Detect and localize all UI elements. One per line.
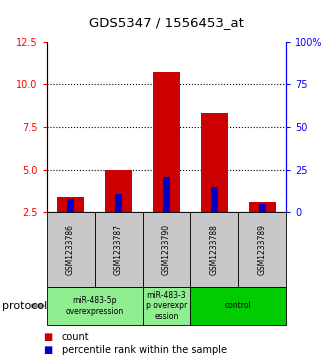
Text: GSM1233787: GSM1233787 — [114, 224, 123, 275]
Text: GSM1233786: GSM1233786 — [66, 224, 75, 275]
Bar — [211, 187, 218, 212]
Text: miR-483-3
p overexpr
ession: miR-483-3 p overexpr ession — [146, 291, 187, 321]
Text: count: count — [62, 332, 89, 342]
Text: ■: ■ — [43, 345, 53, 355]
Bar — [249, 202, 276, 212]
Text: GSM1233789: GSM1233789 — [258, 224, 267, 275]
Bar — [201, 113, 228, 212]
Bar — [67, 199, 74, 212]
Bar — [163, 176, 170, 212]
Bar — [115, 193, 122, 212]
Text: GSM1233790: GSM1233790 — [162, 224, 171, 275]
Bar — [259, 204, 266, 212]
Text: protocol: protocol — [2, 301, 47, 311]
Text: GSM1233788: GSM1233788 — [210, 224, 219, 275]
Text: ■: ■ — [43, 332, 53, 342]
Bar — [153, 73, 180, 212]
Text: miR-483-5p
overexpression: miR-483-5p overexpression — [66, 296, 124, 315]
Text: control: control — [225, 301, 252, 310]
Text: GDS5347 / 1556453_at: GDS5347 / 1556453_at — [89, 16, 244, 29]
Bar — [57, 197, 84, 212]
Bar — [105, 170, 132, 212]
Text: percentile rank within the sample: percentile rank within the sample — [62, 345, 226, 355]
